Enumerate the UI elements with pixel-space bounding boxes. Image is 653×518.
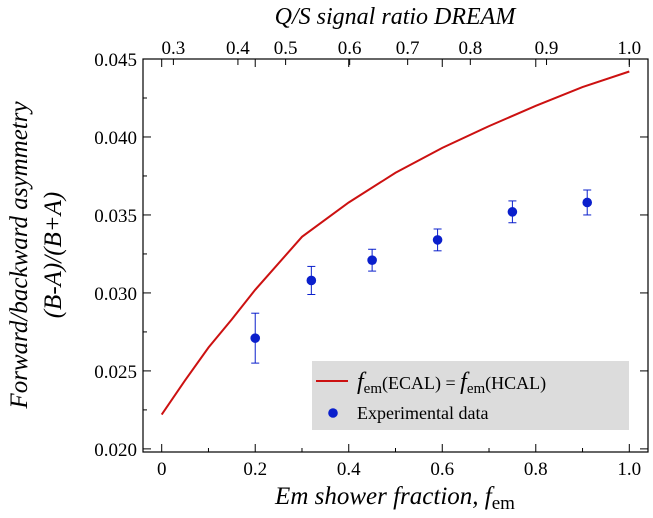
series-layer: [160, 70, 630, 416]
x-tick-label: 1.0: [617, 459, 641, 480]
y-tick-label: 0.045: [94, 50, 137, 71]
legend: fem(ECAL) = fem(HCAL) Experimental data: [312, 361, 629, 430]
data-point: [250, 333, 261, 343]
data-point: [306, 275, 317, 286]
y-tick-label: 0.030: [94, 284, 137, 305]
y-tick-label: 0.040: [94, 128, 137, 149]
data-point: [582, 197, 593, 208]
legend-label-model: fem(ECAL) = fem(HCAL): [357, 369, 546, 397]
legend-marker-data: [328, 408, 338, 418]
x-tick-label: 0.2: [243, 459, 267, 480]
y-axis-title-line1: Forward/backward asymmetry: [6, 101, 33, 410]
x-tick-label: 0.6: [430, 459, 454, 480]
top-tick-label: 1.0: [617, 38, 641, 59]
legend-label-data: Experimental data: [357, 403, 488, 423]
top-tick-label: 0.4: [226, 38, 250, 59]
top-tick-label: 0.3: [162, 38, 186, 59]
top-tick-label: 0.6: [338, 38, 362, 59]
x-tick-label: 0.4: [337, 459, 361, 480]
top-tick-label: 0.7: [396, 38, 420, 59]
y-tick-label: 0.025: [94, 362, 137, 383]
x-tick-label: 0: [157, 459, 167, 480]
top-tick-label: 0.5: [274, 38, 298, 59]
x-tick-label: 0.8: [524, 459, 548, 480]
top-tick-label: 0.9: [535, 38, 559, 59]
model-curve-line: [160, 70, 630, 416]
titles: Q/S signal ratio DREAM Em shower fraction…: [6, 4, 517, 514]
y-axis-title-line2: (B-A)/(B+A): [40, 192, 67, 319]
legend-box: [312, 361, 629, 430]
y-tick-label: 0.020: [94, 440, 137, 461]
top-axis-title: Q/S signal ratio DREAM: [275, 4, 518, 30]
data-point: [432, 235, 443, 245]
x-axis-title: Em shower fraction, fem: [274, 483, 515, 514]
y-tick-label: 0.035: [94, 206, 137, 227]
ticks: 0 0.2 0.4 0.6 0.8 1.0 0.020 0.025 0.030 0.035 0.04…: [94, 38, 648, 480]
top-tick-label: 0.8: [458, 38, 482, 59]
data-point: [507, 207, 518, 217]
data-point: [367, 255, 377, 265]
